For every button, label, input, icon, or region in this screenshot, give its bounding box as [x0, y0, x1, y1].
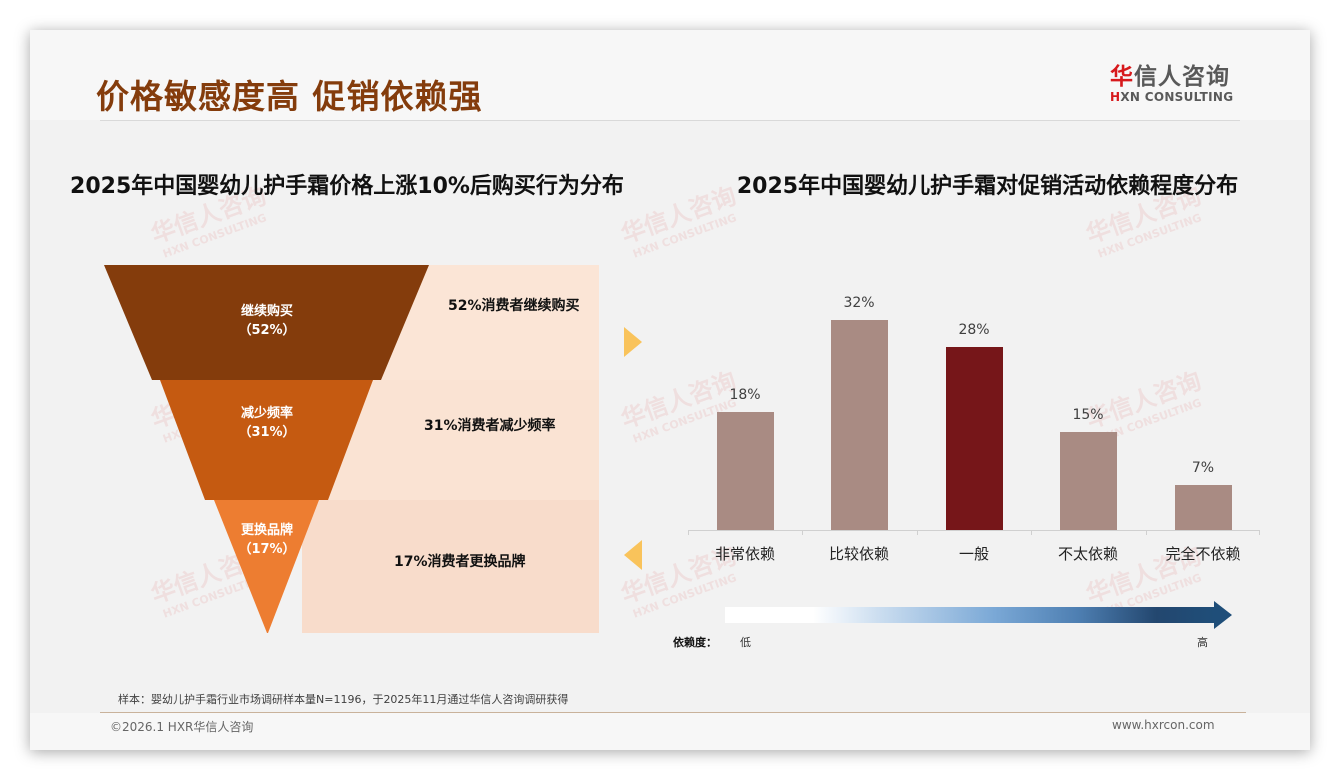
logo-en-rest: XN CONSULTING: [1120, 90, 1234, 104]
bar-chart-title: 2025年中国婴幼儿护手霜对促销活动依赖程度分布: [736, 174, 1239, 199]
axis-tick: [1146, 530, 1147, 535]
axis-tick: [1031, 530, 1032, 535]
dependency-low-label: 低: [740, 636, 751, 649]
funnel-chart-title: 2025年中国婴幼儿护手霜价格上涨10%后购买行为分布: [70, 174, 624, 199]
funnel-segment-label: 更换品牌 （17%）: [238, 523, 296, 557]
bar-value-label: 18%: [729, 387, 761, 403]
category-label: 完全不依赖: [1165, 545, 1241, 563]
bar-value-label: 15%: [1072, 407, 1104, 423]
funnel-segment-label: 减少频率 （31%）: [238, 406, 296, 440]
funnel-chart: 继续购买 （52%） 减少频率 （31%） 更换品牌 （17%） 52%消费者继续购买…: [104, 265, 604, 635]
logo-english: HXN CONSULTING: [1110, 90, 1240, 104]
page-title: 价格敏感度高 促销依赖强: [96, 77, 483, 116]
x-axis: [688, 530, 1260, 531]
copyright: ©2026.1 HXR华信人咨询: [110, 720, 254, 734]
footer-band: [30, 713, 1310, 750]
funnel-annotation: 52%消费者继续购买: [448, 298, 580, 314]
bar-value-label: 32%: [843, 295, 875, 311]
funnel-segment-reduce: [160, 380, 373, 500]
axis-tick: [688, 530, 689, 535]
bar-value-label: 28%: [958, 322, 990, 338]
bar-chart: 18% 32% 28% 15% 7% 非常依赖 比较依赖 一般 不太依赖 完全不…: [688, 285, 1263, 565]
funnel-shapes: [104, 265, 429, 633]
bar-neutral: [946, 347, 1003, 530]
logo-cn-rest: 信人咨询: [1134, 64, 1230, 90]
company-logo: 华信人咨询 HXN CONSULTING: [1110, 64, 1240, 104]
dependency-legend-label: 依赖度：: [673, 636, 717, 649]
logo-chinese: 华信人咨询: [1110, 64, 1240, 90]
funnel-segment-switch: [214, 500, 319, 633]
logo-en-h: H: [1110, 90, 1121, 104]
arrow-head-icon: [1214, 601, 1232, 629]
header-divider: [100, 120, 1240, 121]
bar-not-dependent: [1175, 485, 1232, 530]
axis-tick: [917, 530, 918, 535]
triangle-right-icon: [624, 327, 642, 357]
dependency-high-label: 高: [1197, 636, 1208, 649]
category-label: 不太依赖: [1057, 545, 1118, 563]
website-link[interactable]: www.hxrcon.com: [1112, 718, 1215, 732]
dependency-gradient-bar: [725, 607, 1215, 623]
axis-tick: [1259, 530, 1260, 535]
logo-hua-char: 华: [1110, 64, 1134, 90]
funnel-segment-label: 继续购买 （52%）: [238, 304, 296, 338]
footer-divider: [100, 712, 1246, 713]
sample-note: 样本：婴幼儿护手霜行业市场调研样本量N=1196，于2025年11月通过华信人咨…: [118, 693, 569, 706]
axis-tick: [802, 530, 803, 535]
slide: 价格敏感度高 促销依赖强 华信人咨询 HXN CONSULTING 华信人咨询 H…: [30, 30, 1310, 750]
funnel-segment-continue: [104, 265, 429, 380]
triangle-left-icon: [624, 540, 642, 570]
category-label: 非常依赖: [714, 545, 775, 563]
bar-fairly-dependent: [831, 320, 888, 530]
category-label: 一般: [958, 545, 989, 563]
funnel-annotation: 31%消费者减少频率: [424, 418, 556, 434]
bar-value-label: 7%: [1191, 460, 1215, 476]
bar-not-very-dependent: [1060, 432, 1117, 530]
funnel-annotation: 17%消费者更换品牌: [394, 554, 526, 570]
header-band: [30, 30, 1310, 120]
bar-very-dependent: [717, 412, 774, 530]
category-label: 比较依赖: [828, 545, 889, 563]
funnel-band-3: [302, 500, 599, 633]
